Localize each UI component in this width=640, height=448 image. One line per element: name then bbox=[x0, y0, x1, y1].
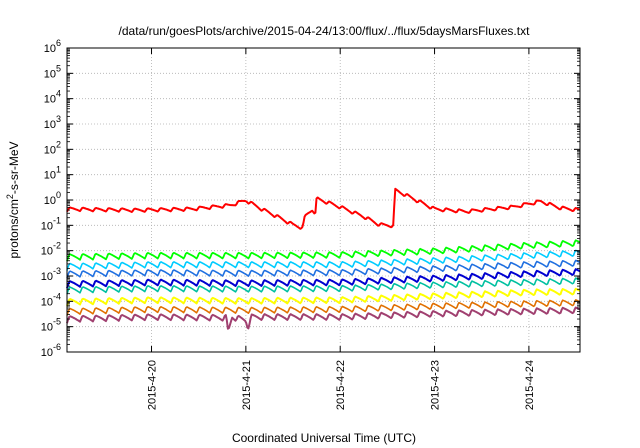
y-tick-label: 10-3 bbox=[41, 266, 61, 283]
series-line-1 bbox=[66, 239, 581, 262]
y-tick-label: 10-6 bbox=[41, 342, 61, 359]
series-line-8 bbox=[66, 306, 581, 330]
y-axis-label: protons/cm2-s-sr-MeV bbox=[5, 141, 21, 258]
y-axis-label-sup: 2 bbox=[5, 194, 15, 199]
x-tick-label: 2015-4-21 bbox=[241, 360, 253, 410]
x-tick-label: 2015-4-20 bbox=[147, 360, 159, 410]
x-tick-label: 2015-4-23 bbox=[430, 360, 442, 410]
series-line-6 bbox=[66, 287, 581, 307]
plot-frame bbox=[66, 47, 581, 353]
series-line-4 bbox=[66, 268, 581, 289]
y-tick-label: 100 bbox=[44, 190, 61, 207]
y-tick-label: 104 bbox=[44, 89, 61, 106]
series-line-2 bbox=[66, 249, 581, 271]
series-line-7 bbox=[66, 299, 581, 316]
x-axis-label: Coordinated Universal Time (UTC) bbox=[232, 431, 416, 445]
y-tick-label: 10-5 bbox=[41, 317, 61, 334]
grid bbox=[67, 48, 580, 352]
y-tick-label: 10-2 bbox=[41, 241, 61, 258]
y-axis: 106 105 104 103 102 101 100 10-1 10-2 10-3 10-4 10-… bbox=[41, 38, 580, 359]
y-tick-label: 102 bbox=[44, 139, 61, 156]
series-line-3 bbox=[66, 259, 581, 279]
y-axis-label-post: -s-sr-MeV bbox=[7, 141, 21, 194]
y-tick-label: 10-1 bbox=[41, 215, 61, 232]
y-tick-label: 10-4 bbox=[41, 291, 61, 308]
x-tick-label: 2015-4-22 bbox=[335, 360, 347, 410]
x-tick-label: 2015-4-24 bbox=[524, 360, 536, 410]
series-line-0 bbox=[66, 187, 581, 230]
y-tick-label: 101 bbox=[44, 165, 61, 182]
y-axis-label-pre: protons/cm bbox=[7, 199, 21, 258]
y-tick-label: 106 bbox=[44, 38, 61, 55]
series-group bbox=[66, 187, 581, 330]
x-axis: 2015-4-20 2015-4-21 2015-4-22 2015-4-23 2015… bbox=[147, 48, 536, 410]
y-tick-label: 103 bbox=[44, 114, 61, 131]
series-line-5 bbox=[66, 277, 581, 295]
y-tick-label: 105 bbox=[44, 63, 61, 80]
chart-title: /data/run/goesPlots/archive/2015-04-24/1… bbox=[119, 24, 531, 38]
